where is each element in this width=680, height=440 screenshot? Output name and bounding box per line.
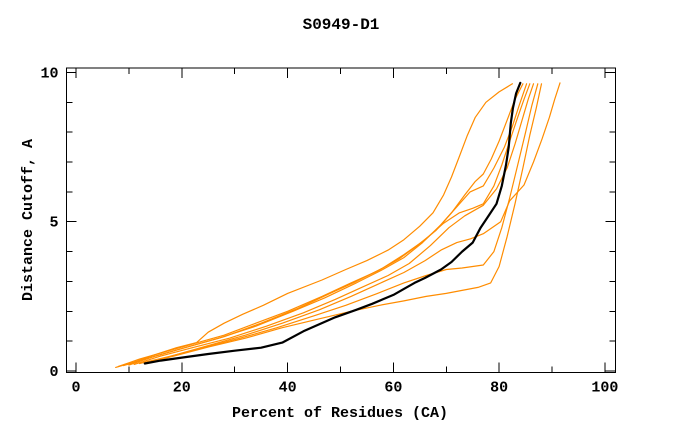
x-tick-label: 40	[279, 380, 297, 397]
x-tick-label: 100	[591, 380, 618, 397]
x-tick-label: 60	[384, 380, 402, 397]
x-axis-label: Percent of Residues (CA)	[232, 405, 448, 422]
y-axis-label: Distance Cutoff, A	[20, 139, 37, 301]
x-tick-label: 80	[490, 380, 508, 397]
curve-model-1	[115, 83, 514, 368]
curve-model-5	[133, 83, 535, 365]
y-tick-label: 5	[49, 215, 58, 232]
x-tick-label: 0	[72, 380, 81, 397]
plot-frame	[66, 67, 616, 373]
x-tick-label: 20	[173, 380, 191, 397]
curve-reference-model	[143, 81, 522, 365]
curve-model-8	[146, 82, 561, 364]
curves-layer	[115, 81, 561, 368]
y-tick-label: 0	[49, 364, 58, 381]
curve-model-4	[128, 83, 531, 366]
chart-title: S0949-D1	[303, 16, 380, 34]
axes-layer: 0 20 40 60 80 100 0 5 10	[40, 65, 618, 396]
curve-model-6	[138, 83, 539, 365]
y-tick-label: 10	[40, 65, 58, 82]
curve-model-3	[122, 83, 528, 367]
curve-model-7	[144, 83, 543, 365]
